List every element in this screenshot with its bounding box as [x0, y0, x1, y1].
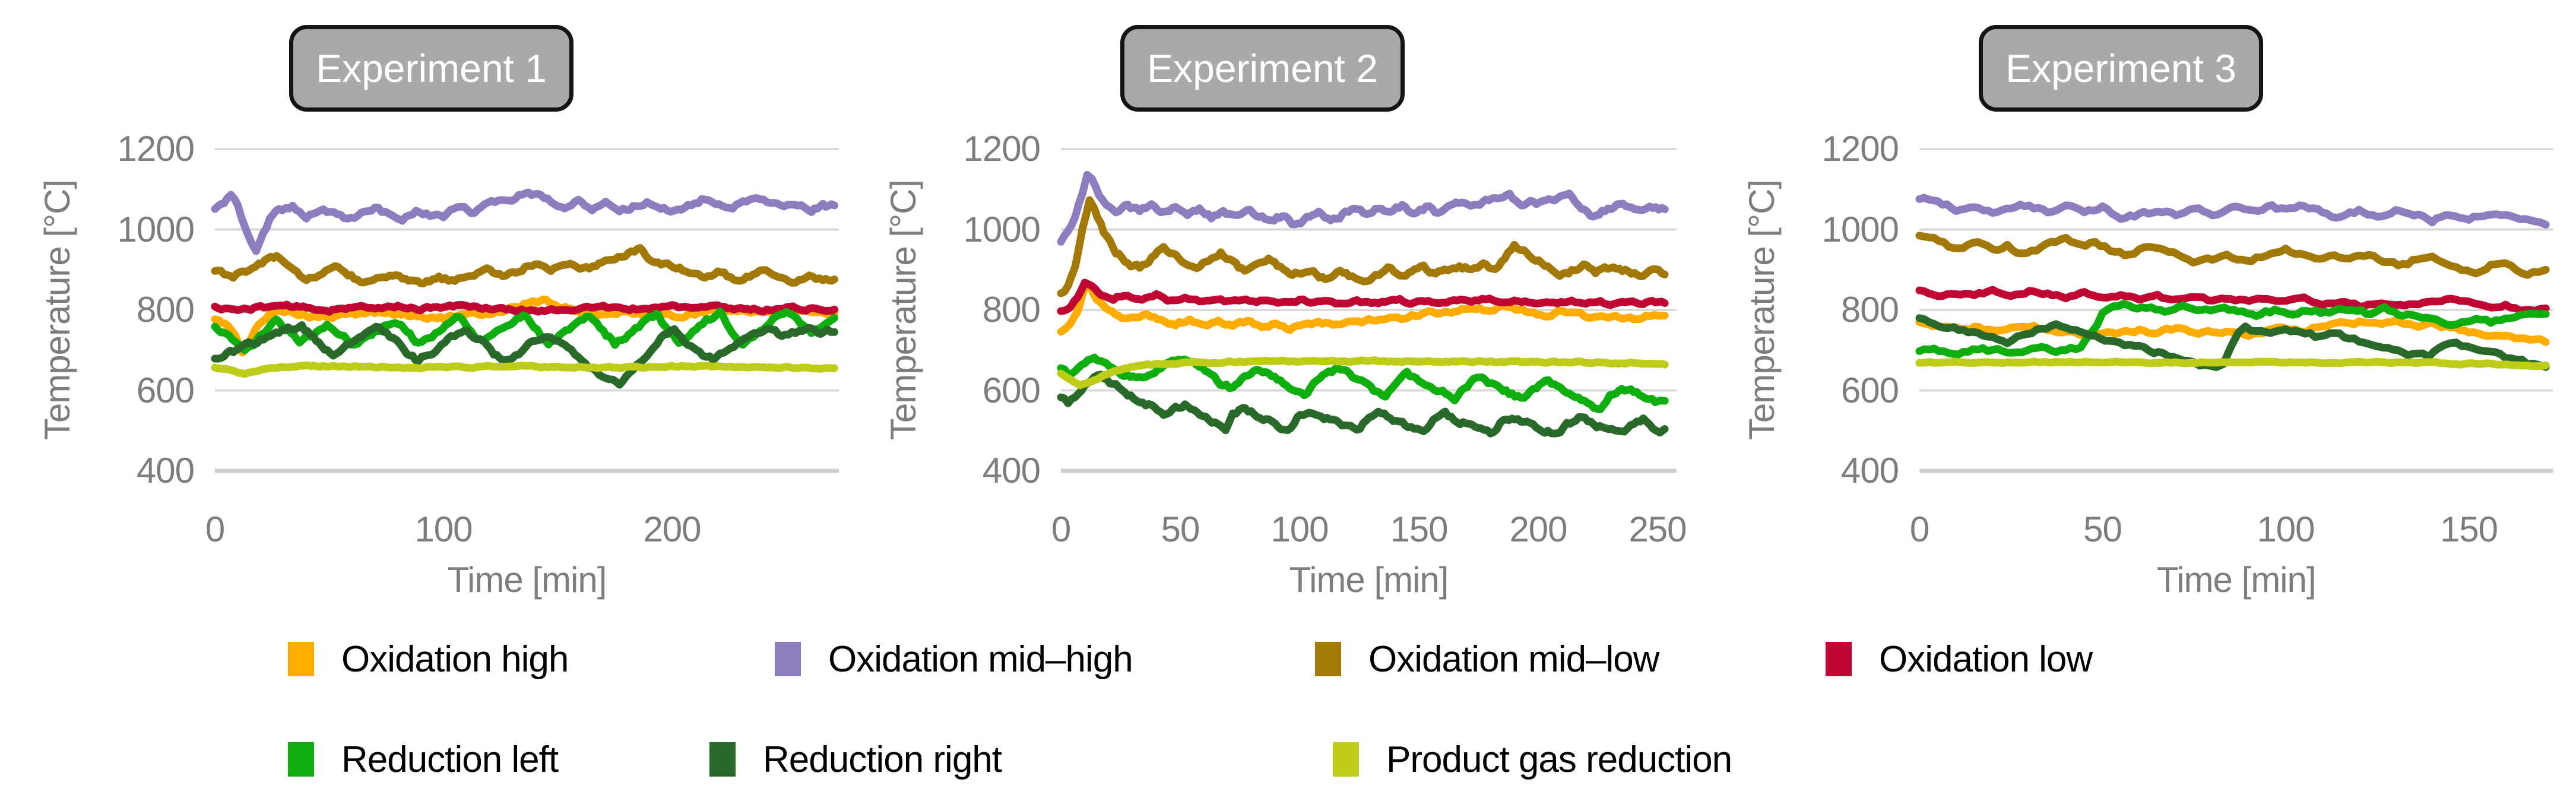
x-tick-label: 100 — [1270, 509, 1329, 549]
y-tick-label: 400 — [982, 451, 1041, 490]
series-reduction-right-line — [1057, 370, 1669, 438]
y-axis-title: Temperature [°C] — [1742, 179, 1782, 441]
chart-title-box: Experiment 1 — [289, 25, 573, 112]
x-tick-label: 250 — [1628, 509, 1687, 549]
y-tick-label: 800 — [982, 290, 1041, 330]
x-tick-label: 50 — [2083, 509, 2122, 549]
y-tick-label: 1000 — [117, 209, 195, 249]
x-tick-label: 200 — [1509, 509, 1567, 549]
x-tick-label: 0 — [1909, 509, 1929, 549]
y-tick-label: 1200 — [117, 129, 195, 169]
series-product-gas-reduction-line — [1915, 357, 2550, 370]
chart-title: Experiment 3 — [2005, 46, 2236, 90]
y-tick-label: 400 — [1840, 451, 1899, 490]
series-oxidation-low-line — [1057, 278, 1669, 315]
series-reduction-left-line — [1915, 300, 2550, 359]
x-axis-title: Time [min] — [447, 560, 607, 600]
reduction-left-swatch-icon — [288, 742, 314, 777]
chart-title: Experiment 2 — [1147, 46, 1378, 90]
legend-label: Oxidation low — [1879, 638, 2093, 680]
legend-item-oxidation-high: Oxidation high — [288, 636, 569, 682]
chart-title-box: Experiment 3 — [1979, 25, 2263, 112]
legend-item-oxidation-low: Oxidation low — [1826, 636, 2093, 682]
legend-item-reduction-right: Reduction right — [709, 737, 1002, 782]
x-axis-title: Time [min] — [1289, 560, 1449, 600]
series-oxidation-mid-low-line — [211, 244, 838, 287]
x-axis-title: Time [min] — [2156, 560, 2317, 600]
y-tick-label: 800 — [136, 290, 195, 330]
series-oxidation-high-line — [1057, 280, 1669, 336]
reduction-right-swatch-icon — [709, 742, 736, 777]
series-oxidation-mid-low-line — [1057, 196, 1669, 297]
series-oxidation-mid-high-line — [1915, 194, 2550, 229]
series-product-gas-reduction-line — [1057, 356, 1669, 389]
y-tick-label: 1200 — [1821, 129, 1899, 169]
legend-label: Product gas reduction — [1386, 739, 1732, 780]
y-tick-label: 600 — [1840, 370, 1899, 410]
legend-label: Oxidation mid–low — [1368, 638, 1660, 680]
oxidation-low-swatch-icon — [1826, 642, 1852, 676]
product-gas-reduction-swatch-icon — [1333, 742, 1359, 777]
chart-title: Experiment 1 — [316, 46, 547, 90]
x-tick-label: 150 — [2439, 509, 2498, 549]
legend-item-oxidation-mid-high: Oxidation mid–high — [775, 636, 1133, 682]
legend-item-product-gas-reduction: Product gas reduction — [1333, 737, 1732, 782]
series-oxidation-low-line — [1915, 286, 2550, 315]
x-tick-label: 100 — [414, 509, 473, 549]
x-tick-label: 100 — [2257, 509, 2315, 549]
series-oxidation-mid-high-line — [211, 188, 838, 255]
y-tick-label: 800 — [1840, 290, 1899, 330]
y-axis-title: Temperature [°C] — [883, 179, 923, 441]
x-tick-label: 150 — [1390, 509, 1448, 549]
y-tick-label: 1200 — [963, 129, 1041, 169]
legend-label: Reduction right — [763, 739, 1002, 780]
y-tick-label: 600 — [982, 370, 1041, 410]
x-tick-label: 50 — [1161, 509, 1200, 549]
series-oxidation-low-line — [211, 300, 838, 316]
series-oxidation-mid-low-line — [1915, 232, 2550, 279]
legend-item-reduction-left: Reduction left — [288, 737, 559, 782]
oxidation-mid-high-swatch-icon — [775, 642, 801, 676]
x-tick-label: 0 — [1051, 509, 1071, 549]
x-tick-label: 0 — [205, 509, 225, 549]
x-tick-label: 200 — [643, 509, 701, 549]
oxidation-high-swatch-icon — [288, 642, 314, 676]
oxidation-mid-low-swatch-icon — [1315, 642, 1341, 676]
legend-label: Oxidation mid–high — [828, 638, 1133, 680]
series-product-gas-reduction-line — [211, 361, 838, 378]
legend-item-oxidation-mid-low: Oxidation mid–low — [1315, 636, 1660, 682]
y-axis-title: Temperature [°C] — [37, 179, 77, 441]
series-oxidation-high-line — [1915, 316, 2550, 346]
y-tick-label: 1000 — [1821, 209, 1899, 249]
legend-label: Reduction left — [341, 739, 559, 780]
y-tick-label: 1000 — [963, 209, 1041, 249]
legend-label: Oxidation high — [341, 638, 569, 680]
y-tick-label: 600 — [136, 370, 195, 410]
series-reduction-right-line — [211, 321, 838, 389]
series-oxidation-mid-high-line — [1057, 170, 1669, 246]
chart-title-box: Experiment 2 — [1120, 25, 1405, 112]
y-tick-label: 400 — [136, 451, 195, 490]
